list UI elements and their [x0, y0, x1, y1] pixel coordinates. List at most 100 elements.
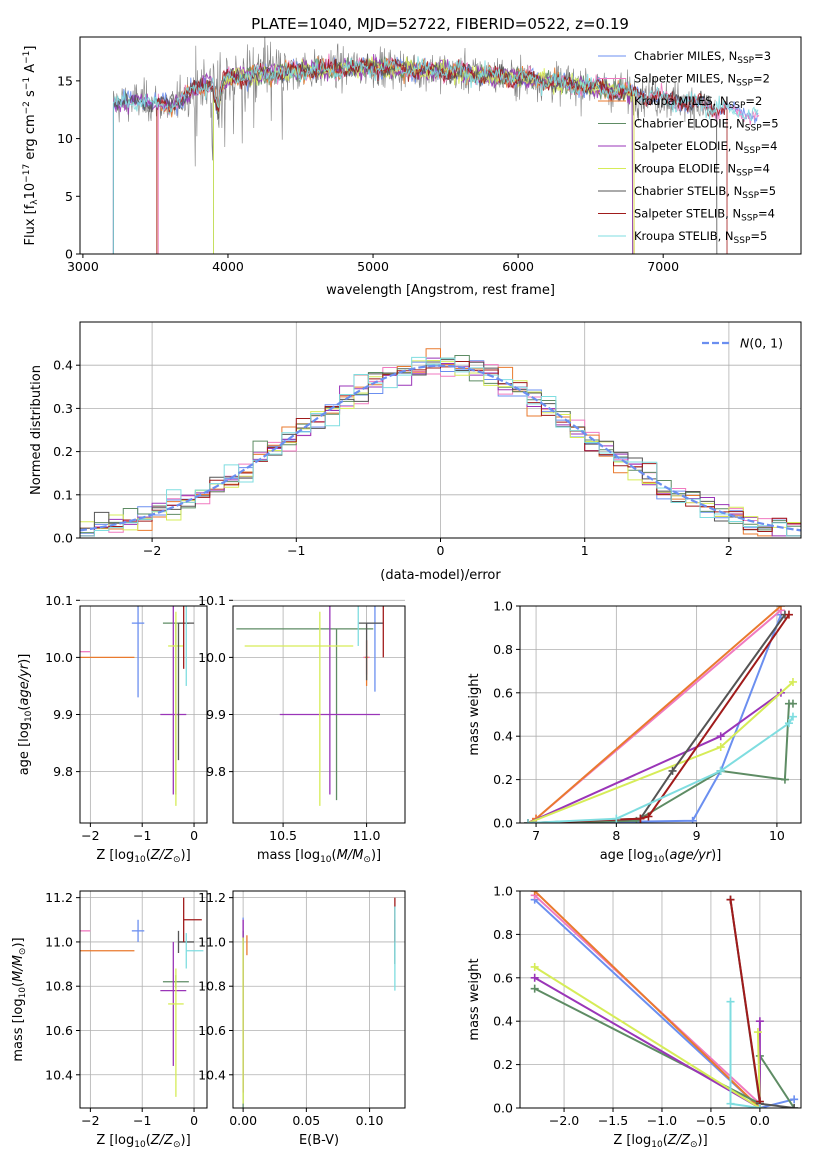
series-point	[524, 819, 533, 823]
histogram-kroupa_stelib	[80, 356, 801, 538]
panel-mass-weight-vs-age: 7 8 9 10 0.0 0.2 0.4 0.6 0.8 1.0 age [log10(age/yr…	[467, 599, 802, 865]
errorbar-kroupa_miles	[80, 656, 135, 659]
axes-frame	[232, 605, 406, 824]
series-point	[530, 984, 539, 993]
plot-area-mass-vs-Z	[80, 897, 204, 1097]
x-tick-label: −2	[81, 1113, 99, 1128]
y-tick-label: 10.1	[198, 593, 226, 608]
y-axis-label: Normed distribution	[29, 365, 44, 495]
y-axis-label: mass weight	[467, 958, 482, 1040]
y-tick-label: 1.0	[493, 884, 513, 899]
series-point	[716, 743, 725, 752]
x-tick-label: −1	[287, 543, 305, 558]
model-line-kroupa_stelib	[112, 56, 759, 254]
axes-frame	[519, 605, 802, 824]
series-point	[726, 895, 735, 904]
series-point	[784, 719, 793, 728]
y-tick-label: 10.0	[45, 650, 73, 665]
y-tick-label: 1.0	[493, 599, 513, 614]
panel-mass-vs-ebv: 0.00 0.05 0.10 10.4 10.6 10.8 11.0 11.2 E(B-V)	[198, 890, 406, 1148]
y-axis-label: Flux [fλ10−17 erg cm−2 s−1 A−1]	[22, 46, 40, 246]
errorbar-salpeter_miles	[80, 930, 91, 932]
series-point	[688, 816, 697, 823]
errorbar-chabrier_miles	[131, 606, 145, 698]
series-point	[716, 732, 725, 741]
x-tick-label: 0	[437, 543, 445, 558]
x-tick-label: 9	[693, 828, 701, 843]
panel-mass-vs-Z: −2 −1 0 10.4 10.6 10.8 11.0 11.2 Z [log10(Z/Z⊙)]…	[11, 890, 208, 1150]
legend-label-chabrier_miles: Chabrier MILES, NSSP=3	[634, 49, 771, 66]
x-tick-label: 0.10	[356, 1113, 384, 1128]
series-line	[527, 681, 794, 823]
x-tick-label: −2	[81, 828, 99, 843]
y-tick-label: 10.0	[198, 650, 226, 665]
x-tick-label: −2	[143, 543, 161, 558]
plot-area-mass-vs-ebv	[242, 897, 396, 1108]
legend: Chabrier MILES, NSSP=3 Salpeter MILES, NS…	[598, 49, 779, 246]
errorbar-kroupa_elodie	[168, 611, 184, 806]
x-tick-label: 1	[581, 543, 589, 558]
series-point	[788, 712, 797, 721]
series-point	[530, 973, 539, 982]
series-point	[788, 699, 797, 708]
y-tick-label: 11.0	[198, 934, 226, 949]
series-line	[534, 891, 761, 1108]
errorbar-kroupa_elodie	[244, 611, 354, 806]
y-tick-label: 0.0	[493, 816, 513, 831]
y-tick-label: 11.2	[198, 890, 226, 905]
errorbar-chabrier_miles	[131, 919, 145, 942]
y-axis-label: age [log10(age/yr)]	[17, 654, 34, 776]
errorbar-kroupa_stelib	[357, 606, 359, 646]
series-point	[612, 814, 621, 823]
series-kroupa_elodie	[524, 677, 797, 823]
errorbar-salpeter_stelib	[382, 606, 384, 658]
x-tick-label: 10	[769, 828, 785, 843]
x-axis-label: wavelength [Angstrom, rest frame]	[326, 283, 555, 298]
y-tick-label: 0.8	[493, 642, 513, 657]
errorbar-salpeter_stelib	[183, 606, 185, 669]
series-point	[636, 814, 645, 823]
series-point	[790, 1095, 799, 1104]
errorbar-kroupa_elodie	[168, 968, 184, 1097]
series-point	[784, 610, 793, 619]
legend-label-salpeter_elodie: Salpeter ELODIE, NSSP=4	[634, 139, 777, 156]
y-tick-label: 5	[65, 189, 73, 204]
y-tick-label: 0.3	[53, 401, 73, 416]
x-tick-label: −1	[133, 1113, 151, 1128]
x-tick-label: 0.00	[229, 1113, 257, 1128]
errorbar-salpeter_stelib	[183, 897, 202, 942]
y-tick-label: 10	[57, 131, 73, 146]
series-point	[726, 1099, 735, 1108]
x-axis-label: Z [log10(Z/Z⊙)]	[96, 1133, 190, 1150]
x-tick-label: −2.0	[549, 1113, 579, 1128]
x-axis-label: Z [log10(Z/Z⊙)]	[613, 1133, 707, 1150]
y-tick-label: 10.8	[198, 979, 226, 994]
axes-frame	[79, 605, 208, 824]
plot-area-mass-weight-vs-Z	[530, 891, 799, 1108]
errorbar-salpeter_miles	[80, 651, 91, 653]
series-line	[729, 899, 761, 1102]
x-tick-label: −0.5	[696, 1113, 726, 1128]
panel-age-vs-mass: 10.5 11.0 9.8 9.9 10.0 10.1 mass [log10(M/M⊙)]	[198, 593, 406, 865]
y-tick-label: 9.8	[206, 764, 226, 779]
y-tick-label: 9.9	[53, 707, 73, 722]
plot-area-age-vs-mass	[236, 606, 384, 806]
series-chabrier_elodie	[524, 699, 797, 823]
x-tick-label: 11.0	[353, 828, 381, 843]
y-tick-label: 9.9	[206, 707, 226, 722]
series-point	[753, 1028, 762, 1037]
errorbar-chabrier_stelib	[358, 622, 384, 681]
x-tick-label: 10.5	[269, 828, 297, 843]
y-tick-label: 11.2	[45, 890, 73, 905]
errorbar-salpeter_elodie	[279, 606, 380, 795]
series-point	[716, 766, 725, 775]
legend-label-salpeter_stelib: Salpeter STELIB, NSSP=4	[634, 207, 775, 224]
series-chabrier_stelib	[726, 895, 799, 1108]
x-axis-label: Z [log10(Z/Z⊙)]	[96, 848, 190, 865]
figure-title: PLATE=1040, MJD=52722, FIBERID=0522, z=0…	[251, 15, 629, 33]
y-tick-label: 0.8	[493, 927, 513, 942]
y-tick-label: 10.6	[198, 1023, 226, 1038]
y-tick-label: 0.1	[53, 487, 73, 502]
x-tick-label: 4000	[212, 259, 244, 274]
axes-frame	[79, 321, 802, 539]
